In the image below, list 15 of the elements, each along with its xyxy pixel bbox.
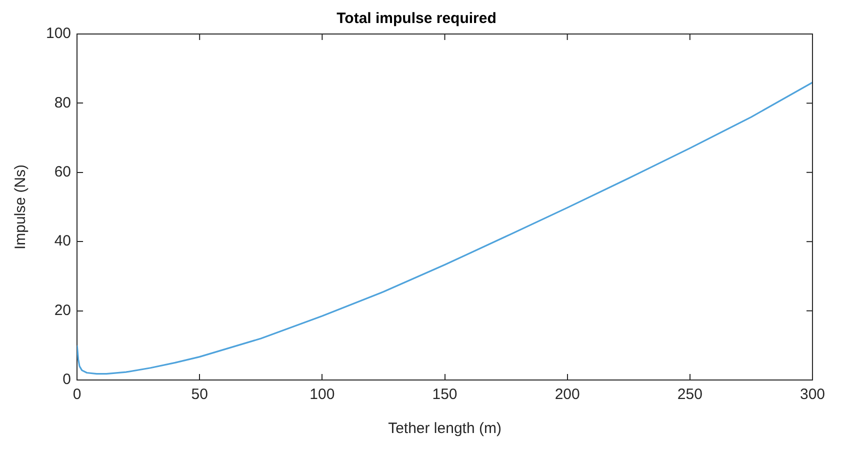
y-tick-label: 100 [46,25,72,42]
x-tick-label: 100 [310,386,335,404]
x-tick-label: 50 [191,386,208,404]
x-axis-title: Tether length (m) [388,420,502,438]
x-tick-label: 300 [800,386,825,404]
y-tick-label: 40 [54,232,72,250]
x-tick-label: 250 [677,386,702,404]
x-tick-label: 200 [554,386,580,404]
y-axis-title: Impulse (Ns) [12,164,30,250]
y-tick-label: 60 [54,164,72,181]
chart-title: Total impulse required [336,10,496,28]
y-tick-label: 80 [54,94,72,112]
y-tick-label: 20 [54,302,72,319]
y-tick-label: 0 [62,371,72,388]
x-tick-label: 150 [432,386,458,404]
